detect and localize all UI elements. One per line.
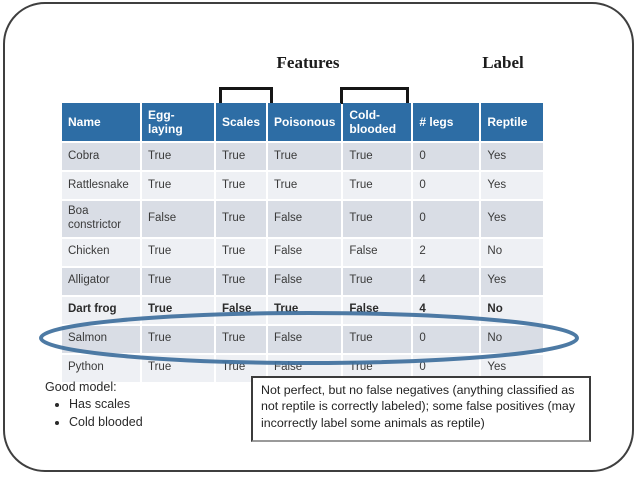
value-cell: True xyxy=(216,325,267,353)
features-caption: Features xyxy=(276,53,340,72)
value-cell: True xyxy=(142,267,214,295)
value-cell: 0 xyxy=(413,172,480,199)
value-cell: True xyxy=(216,172,267,199)
value-cell: 4 xyxy=(413,296,480,324)
value-cell: No xyxy=(481,238,544,266)
animal-name-cell: Chicken xyxy=(62,238,140,266)
value-cell: 0 xyxy=(413,325,480,353)
column-header: Name xyxy=(62,103,140,141)
value-cell: True xyxy=(268,296,342,324)
label-caption: Label xyxy=(482,53,524,72)
value-cell: False xyxy=(343,238,412,266)
value-cell: True xyxy=(343,201,412,237)
animal-name-cell: Dart frog xyxy=(62,296,140,324)
value-cell: True xyxy=(142,296,214,324)
scales-feature-bracket-icon xyxy=(219,87,273,104)
value-cell: False xyxy=(268,325,342,353)
value-cell: True xyxy=(343,267,412,295)
value-cell: Yes xyxy=(481,201,544,237)
column-header: # legs xyxy=(413,103,480,141)
value-cell: 4 xyxy=(413,267,480,295)
value-cell: False xyxy=(268,238,342,266)
animal-name-cell: Boa constrictor xyxy=(62,201,140,237)
evaluation-note-text: Not perfect, but no false negatives (any… xyxy=(261,383,576,430)
table-row: Boa constrictor False True False True 0 Yes xyxy=(62,201,544,237)
table-row: Cobra True True True True 0 Yes xyxy=(62,143,544,170)
value-cell: True xyxy=(216,238,267,266)
animal-name-cell: Rattlesnake xyxy=(62,172,140,199)
table-row-circled: Salmon True True False True 0 No xyxy=(62,325,544,353)
column-header: Cold-blooded xyxy=(343,103,412,141)
table-row: Alligator True True False True 4 Yes xyxy=(62,267,544,295)
good-model-title: Good model: xyxy=(45,380,117,394)
value-cell: True xyxy=(268,172,342,199)
animal-name-cell: Salmon xyxy=(62,325,140,353)
value-cell: No xyxy=(481,296,544,324)
good-model-notes: Good model: Has scales Cold blooded xyxy=(45,380,245,433)
value-cell: 0 xyxy=(413,201,480,237)
value-cell: No xyxy=(481,325,544,353)
cold-blooded-feature-bracket-icon xyxy=(340,87,409,104)
value-cell: True xyxy=(142,238,214,266)
value-cell: False xyxy=(343,296,412,324)
column-header: Egg-laying xyxy=(142,103,214,141)
value-cell: True xyxy=(142,172,214,199)
value-cell: False xyxy=(268,201,342,237)
animal-name-cell: Python xyxy=(62,354,140,382)
table-row: Dart frog True False True False 4 No xyxy=(62,296,544,324)
evaluation-note-box: Not perfect, but no false negatives (any… xyxy=(251,376,591,443)
value-cell: Yes xyxy=(481,267,544,295)
value-cell: True xyxy=(343,143,412,170)
animal-table-body: Cobra True True True True 0 Yes Rattlesnake True… xyxy=(62,143,544,382)
column-header: Scales xyxy=(216,103,267,141)
good-model-bullet: Cold blooded xyxy=(69,415,245,429)
good-model-bullets: Has scales Cold blooded xyxy=(45,397,245,429)
value-cell: Yes xyxy=(481,143,544,170)
value-cell: False xyxy=(216,296,267,324)
header-row: Name Egg-laying Scales Poisonous Cold-bloode… xyxy=(62,103,544,141)
value-cell: True xyxy=(216,143,267,170)
value-cell: False xyxy=(268,267,342,295)
value-cell: 0 xyxy=(413,143,480,170)
value-cell: True xyxy=(343,325,412,353)
animal-table: Name Egg-laying Scales Poisonous Cold-bloode… xyxy=(60,101,545,384)
animal-table-header: Name Egg-laying Scales Poisonous Cold-bloode… xyxy=(62,103,544,141)
value-cell: True xyxy=(142,354,214,382)
column-header: Reptile xyxy=(481,103,544,141)
value-cell: False xyxy=(142,201,214,237)
animal-name-cell: Cobra xyxy=(62,143,140,170)
value-cell: True xyxy=(268,143,342,170)
animal-name-cell: Alligator xyxy=(62,267,140,295)
value-cell: True xyxy=(142,143,214,170)
value-cell: True xyxy=(216,267,267,295)
value-cell: 2 xyxy=(413,238,480,266)
value-cell: True xyxy=(142,325,214,353)
value-cell: True xyxy=(343,172,412,199)
value-cell: Yes xyxy=(481,172,544,199)
column-header: Poisonous xyxy=(268,103,342,141)
table-row: Chicken True True False False 2 No xyxy=(62,238,544,266)
value-cell: True xyxy=(216,201,267,237)
good-model-bullet: Has scales xyxy=(69,397,245,411)
table-row: Rattlesnake True True True True 0 Yes xyxy=(62,172,544,199)
